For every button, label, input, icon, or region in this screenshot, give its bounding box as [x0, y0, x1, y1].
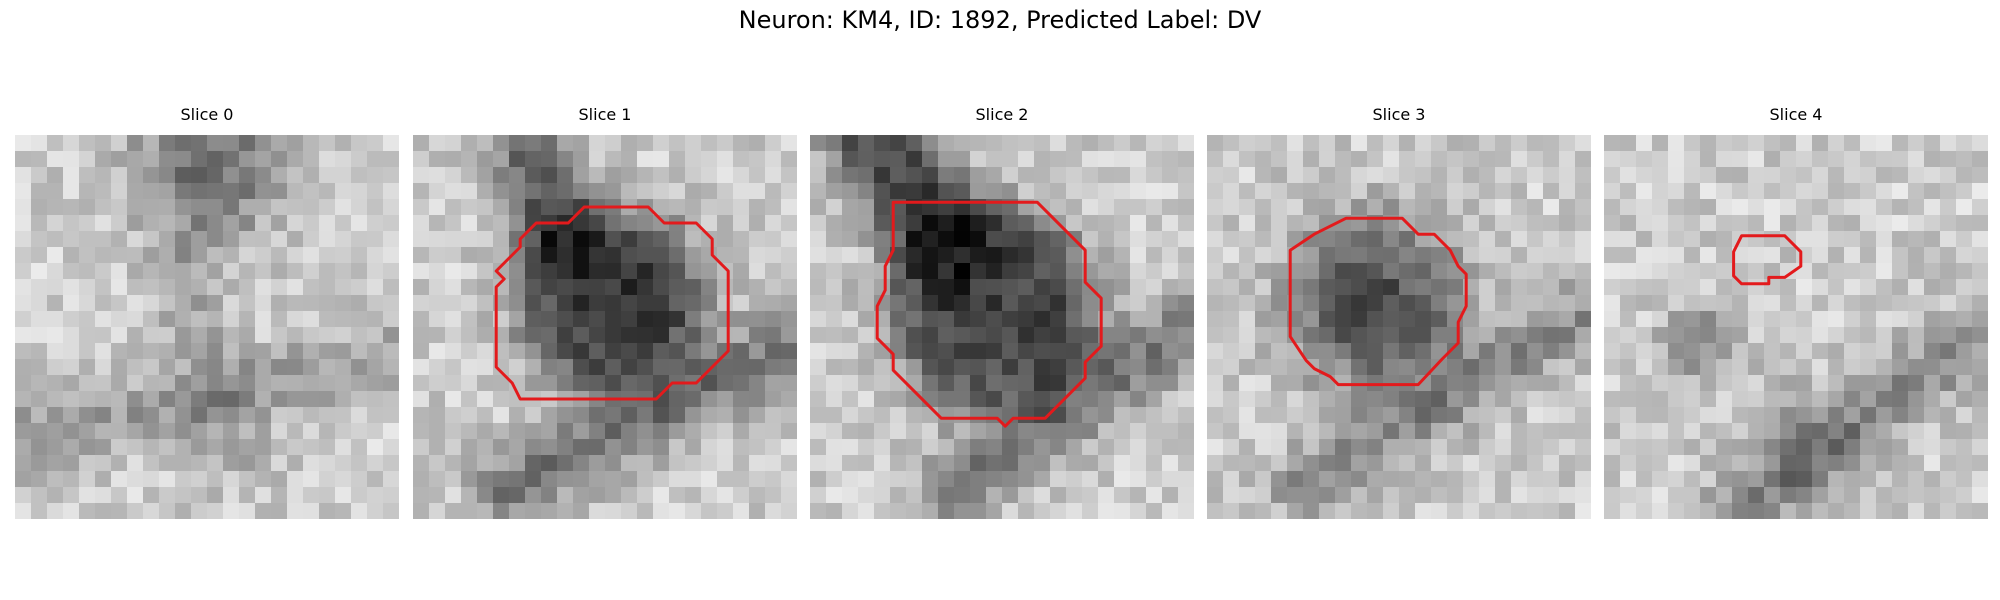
slice-image-frame	[1604, 135, 1988, 519]
segmentation-contour	[875, 200, 1103, 428]
slice-image	[413, 135, 797, 519]
slice-image-frame	[810, 135, 1194, 519]
segmentation-contour	[1288, 216, 1468, 387]
slice-title: Slice 4	[1769, 105, 1823, 124]
slice-image	[15, 135, 399, 519]
segmentation-contour	[1732, 234, 1803, 286]
slice-title: Slice 2	[975, 105, 1029, 124]
contour-overlay	[494, 205, 730, 401]
slice-title: Slice 0	[180, 105, 234, 124]
slice-image-frame	[413, 135, 797, 519]
slice-image	[1207, 135, 1591, 519]
contour-overlay	[1288, 216, 1468, 387]
slice-image	[1604, 135, 1988, 519]
contour-overlay	[875, 200, 1103, 428]
slice-title: Slice 1	[578, 105, 632, 124]
contour-overlay	[15, 135, 399, 519]
slice-image-frame	[15, 135, 399, 519]
figure-title: Neuron: KM4, ID: 1892, Predicted Label: …	[738, 6, 1262, 34]
slice-image-frame	[1207, 135, 1591, 519]
slice-image	[810, 135, 1194, 519]
segmentation-contour	[494, 205, 730, 401]
contour-overlay	[1732, 234, 1803, 286]
slice-title: Slice 3	[1372, 105, 1426, 124]
